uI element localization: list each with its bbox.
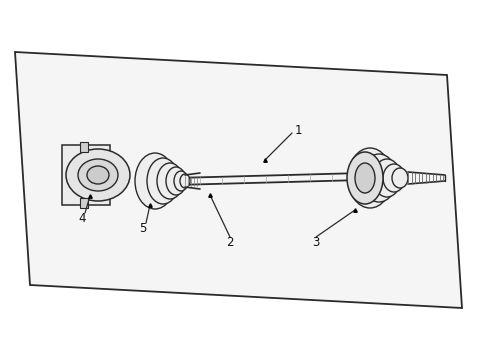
Polygon shape	[80, 142, 88, 152]
Ellipse shape	[373, 159, 401, 197]
Ellipse shape	[355, 163, 375, 193]
Text: 5: 5	[139, 221, 147, 234]
Ellipse shape	[147, 158, 179, 204]
Ellipse shape	[135, 153, 175, 209]
Ellipse shape	[166, 167, 186, 195]
Ellipse shape	[87, 166, 109, 184]
Ellipse shape	[66, 149, 130, 201]
Ellipse shape	[78, 159, 118, 191]
Text: 3: 3	[312, 235, 319, 248]
Polygon shape	[80, 198, 88, 208]
Ellipse shape	[157, 163, 183, 199]
Ellipse shape	[174, 171, 188, 191]
Text: 4: 4	[78, 211, 86, 225]
Ellipse shape	[383, 164, 405, 192]
Ellipse shape	[180, 174, 190, 188]
Text: 2: 2	[226, 235, 234, 248]
Polygon shape	[15, 52, 462, 308]
Ellipse shape	[361, 154, 397, 202]
Ellipse shape	[347, 152, 383, 204]
Ellipse shape	[392, 168, 408, 188]
Text: 1: 1	[294, 123, 302, 136]
Polygon shape	[62, 145, 110, 205]
Ellipse shape	[348, 148, 392, 208]
